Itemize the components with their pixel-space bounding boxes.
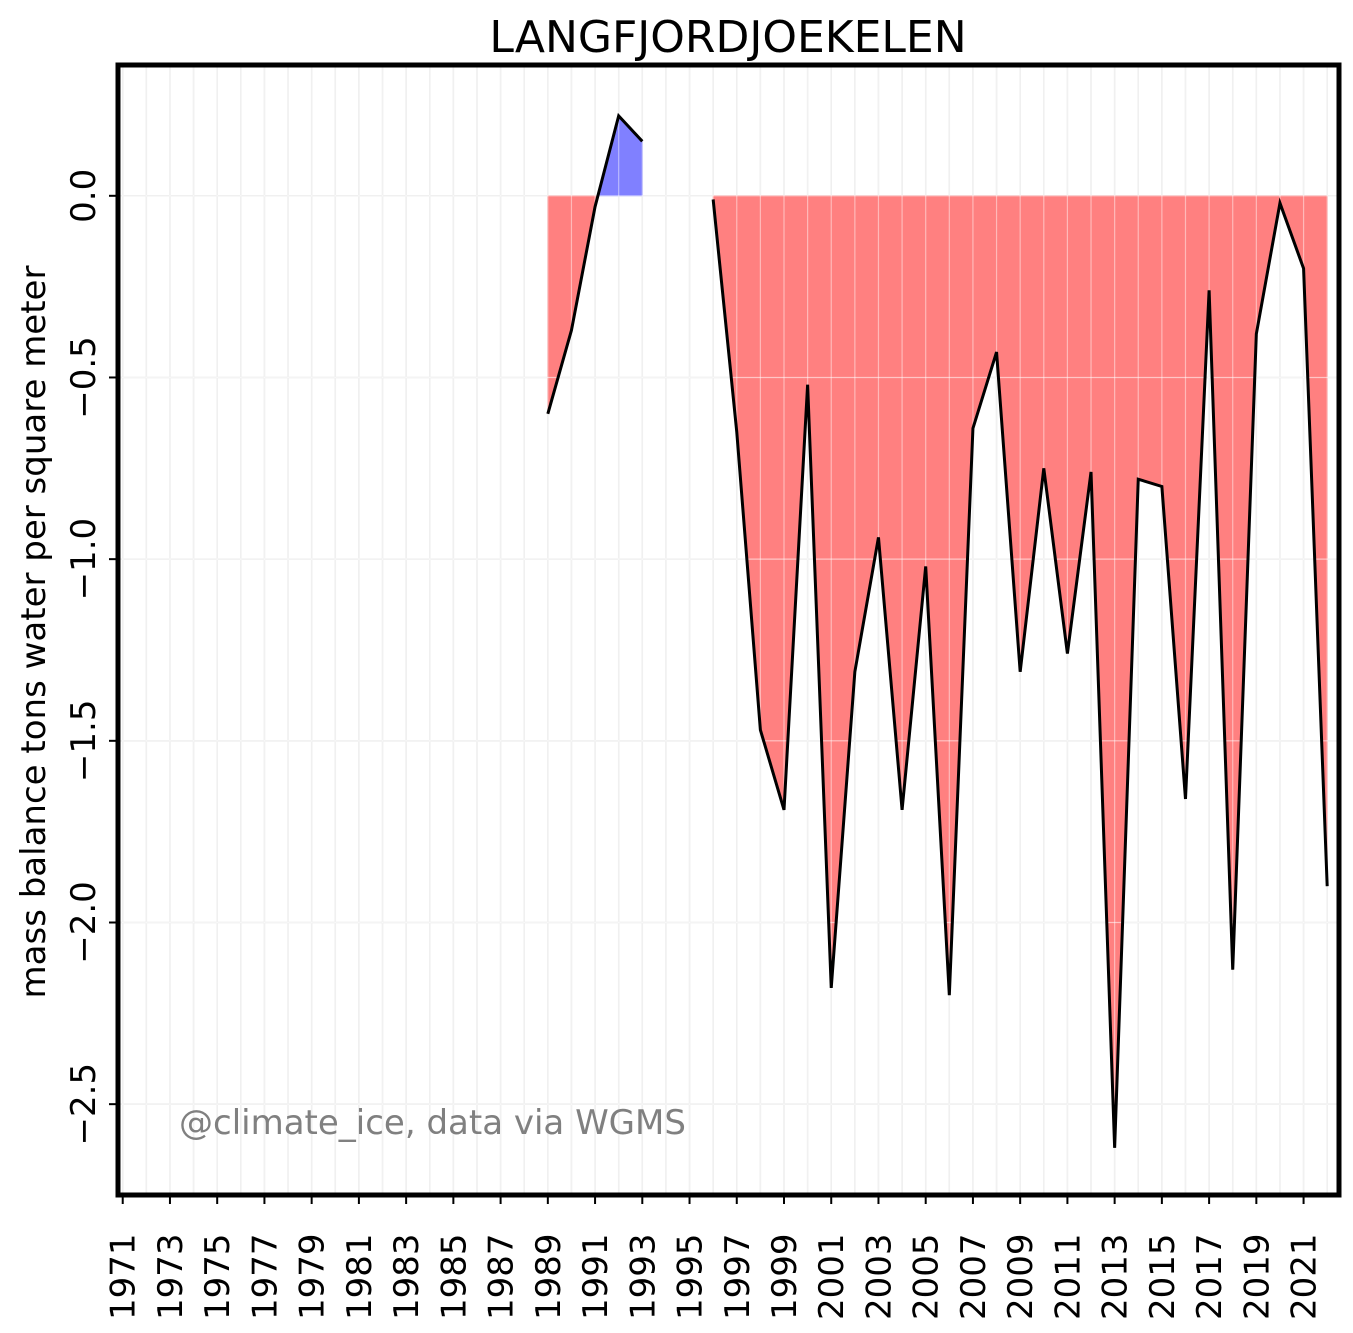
mass-balance-line [711,197,1329,1148]
y-axis-ticks: 0.0 −0.5 −1.0 −1.5 −2.0 −2.5 [64,169,118,1146]
x-tick-label: 1989 [529,1233,569,1320]
credit-annotation: @climate_ice, data via WGMS [179,1103,686,1143]
x-tick-label: 2019 [1237,1233,1277,1320]
negative-balance-area [878,195,903,810]
x-tick-label: 2003 [859,1233,899,1320]
y-tick-label: −1.5 [64,700,104,783]
negative-balance-area [1161,195,1186,799]
x-tick-label: 1979 [293,1233,333,1320]
x-tick-label: 2013 [1096,1233,1136,1320]
negative-balance-area [1019,195,1045,672]
negative-balance-area [830,195,856,988]
x-tick-label: 1971 [104,1233,144,1320]
y-tick-label: −2.5 [64,1063,104,1146]
negative-balance-area [1043,195,1068,654]
x-tick-label: 1995 [671,1233,711,1320]
negative-balance-area [1137,195,1163,488]
x-axis-ticks: 1971 1973 1975 1977 1979 1981 1983 1985 1987 1989… [104,1195,1325,1320]
chart-title: LANGFJORDJOEKELEN [489,12,966,63]
x-tick-label: 1973 [151,1233,191,1320]
series-lines [546,112,1329,1148]
x-tick-label: 1987 [482,1233,522,1320]
x-tick-label: 1975 [198,1233,238,1320]
y-tick-label: −0.5 [64,336,104,419]
negative-balance-area [1114,195,1139,1148]
negative-balance-area [759,195,785,810]
x-tick-label: 1983 [387,1233,427,1320]
x-tick-label: 2009 [1001,1233,1041,1320]
x-tick-label: 1999 [765,1233,805,1320]
x-tick-label: 2017 [1190,1233,1230,1320]
area-fills [118,65,1339,1195]
y-tick-label: −2.0 [64,881,104,964]
mass-balance-line [546,112,644,415]
x-tick-label: 1977 [245,1233,285,1320]
negative-balance-area [996,195,1021,672]
x-tick-label: 2015 [1143,1233,1183,1320]
y-tick-label: −1.0 [64,518,104,601]
x-tick-label: 2021 [1285,1233,1325,1320]
negative-balance-area [901,195,927,810]
x-tick-label: 2007 [954,1233,994,1320]
x-tick-label: 2005 [907,1233,947,1320]
x-tick-label: 1997 [718,1233,758,1320]
grid [118,65,1339,1195]
x-tick-label: 1981 [340,1233,380,1320]
x-tick-label: 2001 [812,1233,852,1320]
x-tick-label: 1991 [576,1233,616,1320]
x-tick-label: 1993 [623,1233,663,1320]
y-tick-label: 0.0 [64,169,104,223]
y-axis-label: mass balance tons water per square meter [14,266,54,999]
plot-frame [115,62,1342,1198]
x-tick-label: 1985 [434,1233,474,1320]
x-tick-label: 2011 [1048,1233,1088,1320]
negative-balance-area [547,195,572,414]
negative-balance-area [783,195,809,810]
negative-balance-area [925,195,950,996]
negative-balance-area [1067,195,1092,654]
